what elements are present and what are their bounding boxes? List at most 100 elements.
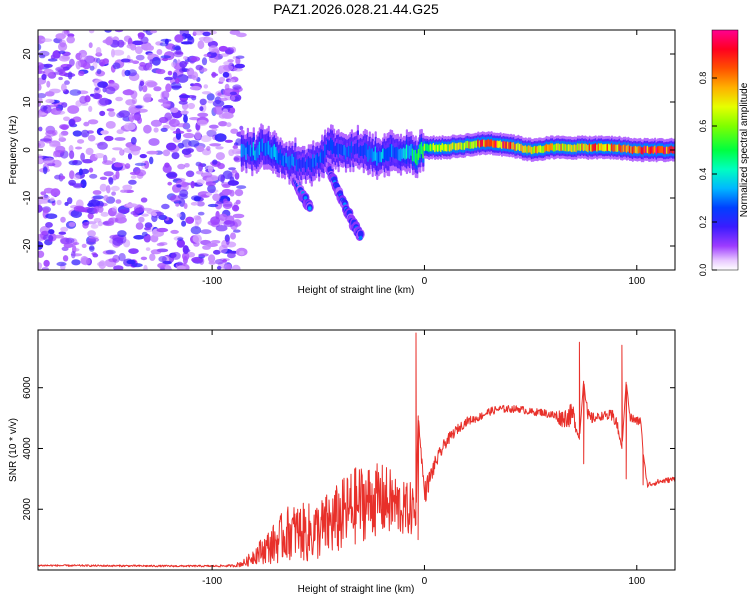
snr-xtick-label: 100 [628,576,645,587]
spectrogram-noise-blob [179,198,186,207]
spectrogram-noise-blob [135,46,143,55]
spectrogram-noise-blob [157,262,166,269]
spectrogram-noise-blob [174,34,184,43]
spectrogram-noise-blob [161,90,170,100]
spectrogram-noise-blob [232,145,238,150]
spectrogram-noise-blob [208,254,216,263]
spectrogram-noise-blob [210,240,221,244]
spectrogram-noise-blob [140,36,149,44]
spectrogram-noise-blob [215,152,225,161]
spectrogram-noise-blob [67,197,73,205]
spectrogram-noise-blob [212,159,218,165]
spectrogram-noise-blob [156,49,163,55]
spectrogram-noise-blob [171,152,180,160]
spectrogram-noise-blob [60,124,69,130]
spectrogram-noise-blob [82,62,91,70]
spectrogram-noise-blob [233,67,243,72]
spectrogram-noise-blob [172,72,178,80]
spectrogram-noise-blob [177,163,186,170]
spectrogram-noise-blob [89,173,98,179]
spectrogram-noise-blob [88,42,93,49]
spectrogram-noise-blob [183,114,188,123]
spectrogram-noise-blob [118,209,130,214]
spectrogram-noise-blob [227,180,239,186]
spectrogram-noise-blob [114,137,126,141]
spectrogram-noise-blob [87,237,100,243]
spectrogram-ytick-label: 20 [22,48,33,60]
spectrogram-noise-blob [184,248,191,253]
spectrogram-noise-blob [89,65,95,71]
spectrogram-noise-blob [203,84,209,89]
spectrogram-noise-blob [222,200,233,210]
spectrogram-noise-blob [201,91,212,95]
spectrogram-noise-blob [88,199,101,207]
spectrogram-noise-blob [206,243,219,247]
spectrogram-noise-blob [177,237,184,241]
spectrogram-noise-blob [138,82,143,92]
spectrogram-noise-blob [135,169,147,177]
spectrogram-noise-blob [88,105,93,112]
spectrogram-noise-blob [176,261,183,267]
spectrogram-noise-blob [58,76,63,81]
spectrogram-noise-blob [112,49,125,56]
spectrogram-noise-blob [214,259,224,265]
spectrogram-noise-blob [53,234,64,239]
spectrogram-noise-blob [197,191,210,198]
spectrogram-noise-blob [184,163,190,168]
spectrogram-noise-blob [100,211,109,217]
spectrogram-noise-blob [179,60,188,68]
colorbar-tick-label: 0.4 [698,168,708,181]
spectrogram-noise-blob [203,53,212,58]
spectrogram-ylabel: Frequency (Hz) [8,116,19,185]
spectrogram-noise-blob [142,85,148,93]
spectrogram-noise-blob [93,205,99,214]
spectrogram-noise-blob [143,124,152,134]
spectrogram-noise-blob [182,132,195,139]
spectrogram-noise-blob [52,71,64,75]
spectrogram-noise-blob [77,139,85,144]
spectrogram-noise-blob [229,91,237,96]
spectrogram-noise-blob [180,41,193,45]
spectrogram-noise-blob [125,203,138,208]
spectrogram-noise-blob [186,251,196,258]
snr-ytick-label: 2000 [22,498,33,521]
spectrogram-noise-blob [86,221,97,225]
spectrogram-noise-blob [218,213,228,221]
spectrogram-noise-blob [166,142,177,151]
spectrogram-noise-blob [141,231,148,237]
spectrogram-noise-blob [162,164,172,173]
spectrogram-noise-blob [125,89,132,93]
spectrogram-noise-blob [170,107,179,113]
spectrogram-noise-blob [113,265,124,270]
spectrogram-noise-blob [129,145,142,152]
spectrogram-noise-blob [61,83,67,92]
spectrogram-noise-blob [199,106,204,112]
spectrogram-noise-blob [176,265,186,270]
snr-frame [37,329,676,571]
spectrogram-noise-blob [194,215,202,225]
spectrogram-noise-blob [204,37,214,43]
spectrogram-noise-blob [234,189,244,197]
spectrogram-noise-blob [213,249,221,255]
spectrogram-noise-blob [235,199,241,205]
spectrogram-noise-blob [124,163,131,169]
spectrogram-noise-blob [142,94,152,103]
spectrogram-noise-blob [149,59,154,65]
spectrogram-noise-blob [73,205,85,212]
spectrogram-noise-blob [73,174,81,180]
spectrogram-noise-blob [225,236,230,245]
spectrogram-noise-blob [95,47,102,56]
spectrogram-noise-blob [100,130,109,135]
spectrogram-noise-blob [170,229,179,234]
spectrogram-ytick-label: 10 [22,96,33,108]
spectrogram-noise-blob [108,110,116,117]
spectrogram-noise-blob [97,141,108,150]
spectrogram-noise-blob [213,105,224,115]
spectrogram-noise-blob [227,59,234,63]
spectrogram-noise-blob [48,104,59,108]
spectrogram-noise-blob [200,229,212,235]
spectrogram-xtick-label: 0 [422,276,428,287]
spectrogram-noise-blob [71,259,81,266]
spectrogram-noise-blob [155,68,166,75]
spectrogram-noise-blob [220,53,229,57]
